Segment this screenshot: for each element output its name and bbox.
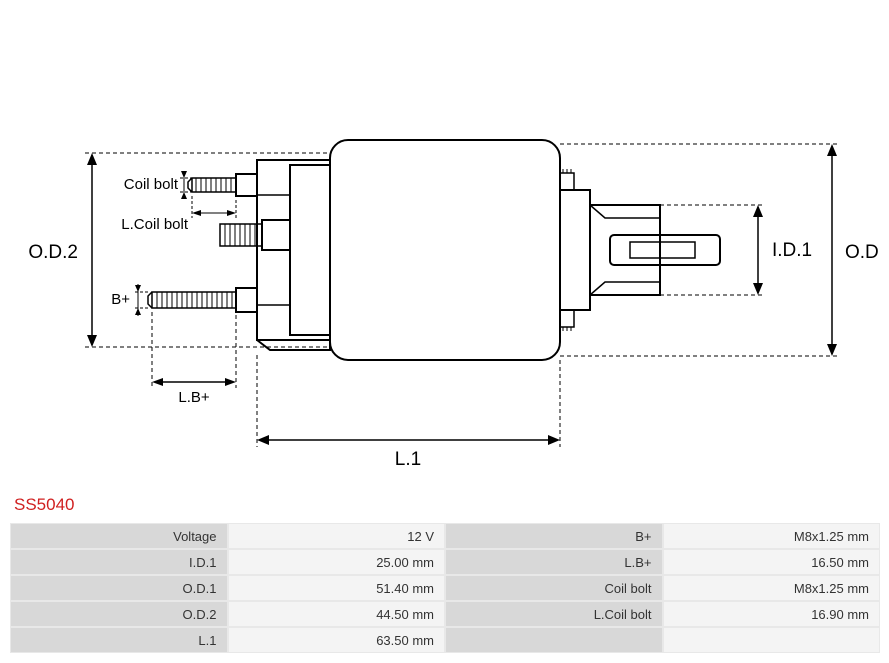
spec-label: Coil bolt <box>445 575 663 601</box>
spec-value: 16.50 mm <box>663 549 881 575</box>
spec-table: Voltage 12 V B+ M8x1.25 mm I.D.1 25.00 m… <box>10 523 880 653</box>
dim-label-lbplus: L.B+ <box>178 389 210 406</box>
spec-value: 51.40 mm <box>228 575 446 601</box>
dim-label-lcoilbolt: L.Coil bolt <box>121 216 189 233</box>
dim-label-od2: O.D.2 <box>28 242 78 263</box>
spec-value: 16.90 mm <box>663 601 881 627</box>
spec-label: B+ <box>445 523 663 549</box>
spec-label: I.D.1 <box>10 549 228 575</box>
spec-value: M8x1.25 mm <box>663 523 881 549</box>
solenoid-drawing: O.D.2 O.D.1 I.D.1 L.1 L.B+ <box>10 10 879 480</box>
dim-label-od1: O.D.1 <box>845 242 879 263</box>
spec-label-empty <box>445 627 663 653</box>
spec-label: L.B+ <box>445 549 663 575</box>
spec-label: L.1 <box>10 627 228 653</box>
spec-label: O.D.1 <box>10 575 228 601</box>
part-number: SS5040 <box>14 495 879 515</box>
spec-value: 63.50 mm <box>228 627 446 653</box>
dim-label-coilbolt: Coil bolt <box>124 176 179 193</box>
dim-label-bplus: B+ <box>111 291 130 308</box>
technical-diagram: O.D.2 O.D.1 I.D.1 L.1 L.B+ <box>10 10 879 480</box>
dim-label-id1: I.D.1 <box>772 240 812 261</box>
spec-value-empty <box>663 627 881 653</box>
b-plus-bolt-drawing <box>148 288 257 312</box>
spec-label: L.Coil bolt <box>445 601 663 627</box>
spec-value: M8x1.25 mm <box>663 575 881 601</box>
spec-label: Voltage <box>10 523 228 549</box>
spec-label: O.D.2 <box>10 601 228 627</box>
coil-bolt-drawing <box>188 174 257 196</box>
spec-value: 44.50 mm <box>228 601 446 627</box>
spec-value: 12 V <box>228 523 446 549</box>
dim-label-l1: L.1 <box>395 449 421 470</box>
spec-value: 25.00 mm <box>228 549 446 575</box>
